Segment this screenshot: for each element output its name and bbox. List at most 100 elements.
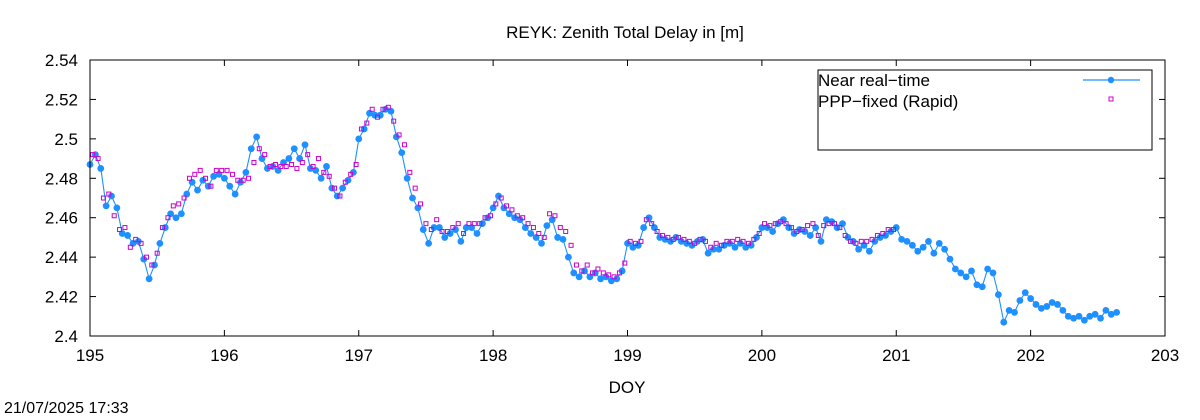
- data-point-ppp-fixed: [289, 161, 295, 167]
- data-point-ppp-fixed: [649, 221, 655, 227]
- data-point-ppp-fixed: [616, 270, 622, 276]
- y-tick-label: 2.4: [54, 327, 78, 346]
- data-point-ppp-fixed: [208, 183, 214, 189]
- data-point-ppp-fixed: [724, 238, 730, 244]
- data-point-ppp-fixed: [455, 221, 461, 227]
- data-point-ppp-fixed: [595, 266, 601, 272]
- data-point-ppp-fixed: [826, 221, 832, 227]
- data-point-near-real-time: [457, 237, 465, 245]
- data-point-ppp-fixed: [869, 236, 875, 242]
- data-point-ppp-fixed: [708, 244, 714, 250]
- data-point-near-real-time: [693, 237, 701, 245]
- data-point-near-real-time: [113, 204, 121, 212]
- data-point-near-real-time: [102, 202, 110, 210]
- data-point-ppp-fixed: [90, 152, 96, 158]
- y-tick-label: 2.44: [45, 248, 78, 267]
- data-point-near-real-time: [892, 224, 900, 231]
- data-point-near-real-time: [978, 283, 986, 291]
- x-tick-label: 198: [479, 346, 507, 365]
- data-point-ppp-fixed: [509, 207, 515, 213]
- data-point-ppp-fixed: [810, 221, 816, 227]
- data-point-near-real-time: [597, 275, 605, 283]
- data-point-near-real-time: [226, 182, 234, 190]
- data-point-ppp-fixed: [858, 238, 864, 244]
- data-point-ppp-fixed: [735, 236, 741, 242]
- data-point-near-real-time: [376, 111, 384, 119]
- data-point-ppp-fixed: [418, 201, 424, 207]
- data-point-ppp-fixed: [541, 234, 547, 240]
- data-point-near-real-time: [645, 214, 653, 222]
- data-point-ppp-fixed: [536, 230, 542, 236]
- data-point-near-real-time: [194, 186, 201, 194]
- data-point-near-real-time: [1027, 295, 1035, 302]
- data-point-ppp-fixed: [853, 240, 859, 246]
- x-axis-label: DOY: [609, 378, 646, 397]
- data-point-near-real-time: [1048, 299, 1056, 306]
- data-point-near-real-time: [1080, 316, 1088, 324]
- data-point-near-real-time: [145, 275, 153, 283]
- axis-ticks: 195 196 197 198 199 200 201 202 203 2.4 2.42 2.44 2.…: [45, 51, 1179, 365]
- data-point-near-real-time: [656, 234, 664, 241]
- data-point-near-real-time: [210, 172, 218, 180]
- data-point-ppp-fixed: [885, 227, 891, 233]
- data-point-ppp-fixed: [267, 163, 273, 169]
- data-point-near-real-time: [543, 222, 551, 230]
- data-point-near-real-time: [339, 184, 347, 192]
- data-point-ppp-fixed: [837, 225, 843, 231]
- data-point-ppp-fixed: [321, 169, 327, 175]
- data-point-near-real-time: [441, 234, 449, 241]
- data-point-ppp-fixed: [332, 185, 338, 191]
- data-point-ppp-fixed: [745, 240, 751, 246]
- data-point-ppp-fixed: [788, 225, 794, 231]
- y-tick-label: 2.54: [45, 51, 78, 70]
- data-point-ppp-fixed: [364, 120, 370, 126]
- data-point-ppp-fixed: [450, 225, 456, 231]
- data-point-near-real-time: [301, 141, 309, 149]
- data-point-ppp-fixed: [831, 221, 837, 227]
- data-point-ppp-fixed: [627, 238, 633, 244]
- data-point-ppp-fixed: [294, 165, 300, 171]
- data-point-near-real-time: [726, 239, 734, 247]
- data-point-ppp-fixed: [412, 185, 418, 191]
- data-point-near-real-time: [564, 253, 572, 261]
- data-point-ppp-fixed: [283, 163, 289, 169]
- data-point-near-real-time: [1097, 314, 1104, 322]
- data-point-near-real-time: [1059, 306, 1067, 314]
- data-point-near-real-time: [962, 273, 970, 281]
- data-point-near-real-time: [801, 228, 809, 235]
- data-point-ppp-fixed: [676, 234, 682, 240]
- data-point-ppp-fixed: [391, 118, 397, 124]
- data-point-near-real-time: [371, 111, 379, 119]
- data-point-near-real-time: [994, 291, 1002, 298]
- data-point-ppp-fixed: [348, 171, 354, 177]
- y-tick-label: 2.48: [45, 169, 78, 188]
- data-point-ppp-fixed: [342, 179, 348, 185]
- data-point-near-real-time: [1091, 310, 1099, 318]
- data-point-ppp-fixed: [514, 213, 520, 219]
- data-point-ppp-fixed: [181, 195, 187, 201]
- data-point-near-real-time: [887, 228, 895, 235]
- data-point-ppp-fixed: [111, 213, 117, 219]
- data-point-near-real-time: [559, 236, 567, 243]
- data-point-near-real-time: [392, 133, 400, 141]
- data-point-near-real-time: [898, 236, 906, 243]
- data-point-ppp-fixed: [670, 236, 676, 242]
- data-point-near-real-time: [973, 281, 981, 289]
- data-point-ppp-fixed: [504, 203, 510, 209]
- data-point-ppp-fixed: [143, 254, 149, 260]
- data-point-ppp-fixed: [133, 236, 139, 242]
- data-point-ppp-fixed: [482, 215, 488, 221]
- data-point-ppp-fixed: [563, 229, 569, 235]
- data-point-near-real-time: [930, 249, 938, 257]
- data-point-ppp-fixed: [778, 219, 784, 225]
- data-point-near-real-time: [1113, 308, 1121, 316]
- data-point-near-real-time: [968, 267, 975, 275]
- data-point-near-real-time: [419, 226, 427, 233]
- data-point-near-real-time: [935, 239, 943, 247]
- data-point-ppp-fixed: [197, 167, 203, 173]
- data-point-near-real-time: [253, 133, 261, 141]
- data-point-near-real-time: [290, 145, 298, 153]
- data-point-near-real-time: [306, 165, 314, 172]
- data-point-near-real-time: [355, 135, 363, 143]
- data-point-ppp-fixed: [471, 221, 477, 227]
